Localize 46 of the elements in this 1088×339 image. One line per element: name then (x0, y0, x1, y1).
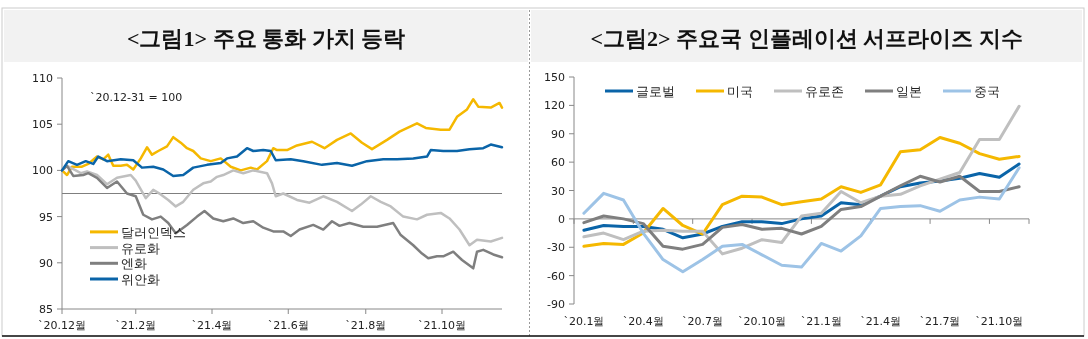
x-tick-label: `21.8월 (345, 319, 387, 332)
x-tick-label: `21.6월 (267, 319, 309, 332)
legend-label: 중국 (974, 84, 1000, 99)
y-tick-label: 150 (544, 71, 565, 84)
y-tick-label: -90 (547, 298, 565, 311)
y-tick-label: 110 (32, 72, 53, 85)
y-tick-label: 90 (39, 256, 53, 270)
x-tick-label: `20.4월 (622, 315, 664, 328)
y-tick-label: 100 (32, 164, 53, 178)
x-tick-label: `21.4월 (860, 315, 902, 328)
y-tick-label: 90 (551, 127, 565, 141)
legend-label: 유로존 (805, 84, 844, 99)
x-tick-label: `20.1월 (563, 315, 605, 328)
legend-label: 일본 (896, 84, 922, 99)
line-series (582, 104, 1021, 256)
x-tick-label: `21.4월 (191, 319, 233, 332)
x-tick-label: `21.1월 (800, 315, 842, 328)
line-series (60, 143, 504, 178)
x-tick-label: `21.7월 (919, 315, 961, 328)
line-series (582, 136, 1021, 248)
x-tick-label: `21.10월 (418, 319, 466, 332)
y-tick-label: 120 (544, 99, 565, 113)
legend-label: 달러인덱스 (121, 224, 186, 240)
x-tick-label: `21.2월 (115, 319, 157, 332)
y-tick-label: 0 (558, 212, 565, 226)
x-tick-label: `20.10월 (737, 315, 786, 328)
y-tick-label: 30 (551, 184, 565, 198)
legend-label: 미국 (727, 84, 753, 99)
x-tick-label: `20.12월 (38, 319, 86, 332)
chart-title: <그림2> 주요국 인플레이션 서프라이즈 지수 (590, 26, 1023, 51)
y-tick-label: -30 (547, 241, 565, 255)
y-tick-label: 85 (39, 303, 53, 316)
legend-label: 유로화 (121, 240, 160, 256)
legend-label: 글로벌 (636, 84, 675, 99)
y-tick-label: 105 (32, 118, 53, 132)
line-series (582, 166, 1021, 274)
line-series (60, 164, 504, 270)
x-tick-label: `21.10월 (975, 315, 1024, 328)
y-tick-label: -60 (547, 269, 565, 283)
annotation: `20.12-31 = 100 (90, 91, 183, 104)
y-tick-label: 95 (39, 210, 53, 224)
legend-label: 엔화 (121, 256, 147, 272)
y-tick-label: 60 (551, 156, 565, 170)
chart-title: <그림1> 주요 통화 가치 등락 (126, 26, 406, 51)
legend-label: 위안화 (121, 272, 160, 287)
x-tick-label: `20.7월 (682, 315, 724, 328)
